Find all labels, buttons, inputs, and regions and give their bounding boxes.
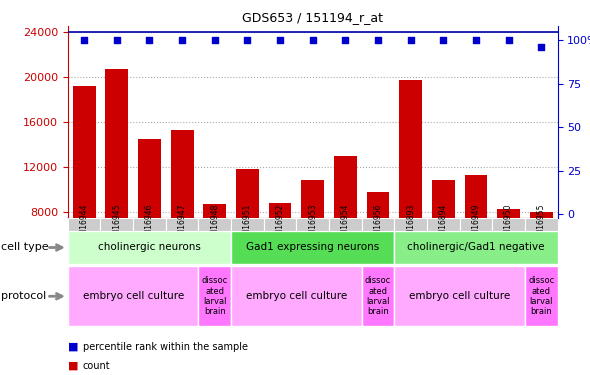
Bar — [204, 204, 226, 302]
Text: GSM16949: GSM16949 — [471, 203, 480, 245]
Text: GSM16946: GSM16946 — [145, 203, 154, 245]
Text: protocol: protocol — [1, 291, 47, 301]
Text: count: count — [83, 361, 110, 370]
FancyBboxPatch shape — [394, 217, 427, 231]
Bar — [334, 156, 357, 302]
FancyBboxPatch shape — [231, 231, 394, 264]
Text: Gad1 expressing neurons: Gad1 expressing neurons — [246, 243, 379, 252]
Bar — [366, 192, 389, 302]
Bar — [138, 139, 161, 302]
Point — [178, 37, 187, 43]
FancyBboxPatch shape — [362, 217, 394, 231]
Point — [373, 37, 383, 43]
Point — [308, 37, 317, 43]
Text: dissoc
ated
larval
brain: dissoc ated larval brain — [202, 276, 228, 316]
FancyBboxPatch shape — [296, 217, 329, 231]
Text: embryo cell culture: embryo cell culture — [246, 291, 347, 301]
Point — [80, 37, 89, 43]
Text: GSM16948: GSM16948 — [210, 203, 219, 245]
Title: GDS653 / 151194_r_at: GDS653 / 151194_r_at — [242, 11, 383, 24]
Text: GSM16954: GSM16954 — [341, 203, 350, 245]
Bar — [399, 80, 422, 302]
FancyBboxPatch shape — [198, 266, 231, 326]
Point — [145, 37, 154, 43]
Text: dissoc
ated
larval
brain: dissoc ated larval brain — [365, 276, 391, 316]
Point — [276, 37, 285, 43]
Text: GSM16956: GSM16956 — [373, 203, 382, 245]
Text: cell type: cell type — [1, 243, 49, 252]
Point — [438, 37, 448, 43]
Bar — [268, 203, 291, 302]
FancyBboxPatch shape — [394, 266, 525, 326]
FancyBboxPatch shape — [231, 266, 362, 326]
Text: percentile rank within the sample: percentile rank within the sample — [83, 342, 248, 352]
Text: GSM16952: GSM16952 — [276, 203, 284, 245]
Text: ■: ■ — [68, 342, 78, 352]
Bar — [236, 169, 259, 302]
Point — [504, 37, 513, 43]
Text: GSM16953: GSM16953 — [308, 203, 317, 245]
Text: GSM16893: GSM16893 — [406, 203, 415, 245]
FancyBboxPatch shape — [198, 217, 231, 231]
Text: GSM16951: GSM16951 — [243, 203, 252, 245]
FancyBboxPatch shape — [329, 217, 362, 231]
FancyBboxPatch shape — [133, 217, 166, 231]
Bar — [171, 130, 194, 302]
Point — [406, 37, 415, 43]
Point — [471, 37, 481, 43]
Text: embryo cell culture: embryo cell culture — [409, 291, 510, 301]
FancyBboxPatch shape — [166, 217, 198, 231]
Text: GSM16947: GSM16947 — [178, 203, 186, 245]
FancyBboxPatch shape — [525, 217, 558, 231]
Text: GSM16945: GSM16945 — [112, 203, 122, 245]
FancyBboxPatch shape — [231, 217, 264, 231]
FancyBboxPatch shape — [362, 266, 394, 326]
Text: dissoc
ated
larval
brain: dissoc ated larval brain — [528, 276, 555, 316]
Bar — [432, 180, 455, 302]
Bar — [106, 69, 128, 302]
Text: cholinergic neurons: cholinergic neurons — [98, 243, 201, 252]
Text: embryo cell culture: embryo cell culture — [83, 291, 183, 301]
Bar — [530, 212, 553, 302]
Bar — [301, 180, 324, 302]
FancyBboxPatch shape — [460, 217, 492, 231]
Point — [340, 37, 350, 43]
FancyBboxPatch shape — [264, 217, 296, 231]
FancyBboxPatch shape — [492, 217, 525, 231]
Text: GSM16955: GSM16955 — [537, 203, 546, 245]
FancyBboxPatch shape — [427, 217, 460, 231]
FancyBboxPatch shape — [100, 217, 133, 231]
Bar — [497, 209, 520, 302]
Point — [112, 37, 122, 43]
Bar — [73, 86, 96, 302]
FancyBboxPatch shape — [68, 231, 231, 264]
Text: GSM16894: GSM16894 — [439, 203, 448, 245]
Text: ■: ■ — [68, 361, 78, 370]
Bar — [464, 175, 487, 302]
FancyBboxPatch shape — [525, 266, 558, 326]
Point — [210, 37, 219, 43]
FancyBboxPatch shape — [394, 231, 558, 264]
FancyBboxPatch shape — [68, 217, 100, 231]
Text: GSM16950: GSM16950 — [504, 203, 513, 245]
Text: cholinergic/Gad1 negative: cholinergic/Gad1 negative — [407, 243, 545, 252]
Point — [242, 37, 252, 43]
Text: GSM16944: GSM16944 — [80, 203, 88, 245]
Point — [536, 44, 546, 50]
FancyBboxPatch shape — [68, 266, 198, 326]
